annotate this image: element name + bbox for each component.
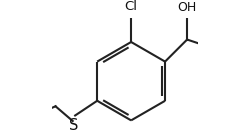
Text: S: S: [70, 118, 79, 133]
Text: Cl: Cl: [124, 0, 138, 13]
Text: OH: OH: [178, 1, 197, 14]
